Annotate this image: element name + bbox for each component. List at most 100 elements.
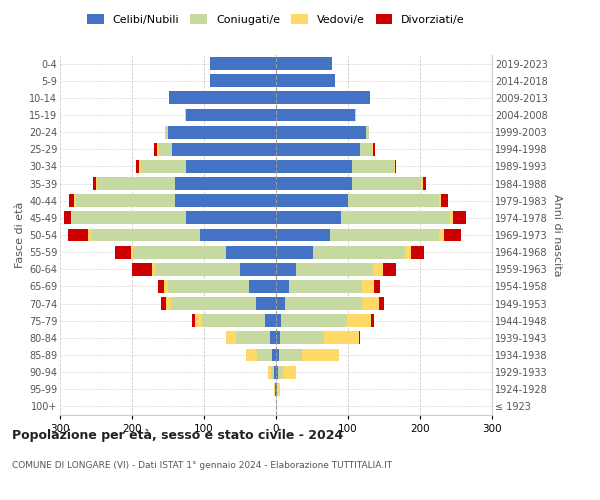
Bar bbox=[412, 246, 424, 258]
Bar bbox=[445, 228, 461, 241]
Y-axis label: Fasce di età: Fasce di età bbox=[14, 202, 25, 268]
Bar bbox=[88, 228, 91, 241]
Bar bbox=[379, 297, 384, 310]
Bar bbox=[441, 194, 448, 207]
Bar bbox=[185, 108, 186, 122]
Bar bbox=[210, 57, 276, 70]
Bar bbox=[341, 212, 450, 224]
Bar bbox=[226, 332, 236, 344]
Bar bbox=[421, 177, 423, 190]
Bar bbox=[274, 383, 275, 396]
Bar bbox=[276, 194, 348, 207]
Bar bbox=[70, 194, 74, 207]
Bar bbox=[276, 280, 289, 293]
Bar bbox=[296, 263, 373, 276]
Bar bbox=[172, 143, 276, 156]
Bar bbox=[439, 194, 441, 207]
Bar bbox=[280, 332, 324, 344]
Bar bbox=[276, 332, 280, 344]
Bar bbox=[158, 143, 172, 156]
Bar bbox=[275, 383, 276, 396]
Bar bbox=[276, 228, 330, 241]
Bar bbox=[423, 177, 426, 190]
Bar bbox=[276, 212, 341, 224]
Bar bbox=[96, 177, 97, 190]
Bar bbox=[196, 314, 202, 327]
Bar bbox=[276, 160, 352, 173]
Bar bbox=[276, 263, 296, 276]
Bar bbox=[202, 314, 265, 327]
Bar bbox=[371, 314, 374, 327]
Text: Popolazione per età, sesso e stato civile - 2024: Popolazione per età, sesso e stato civil… bbox=[12, 430, 343, 442]
Bar bbox=[276, 314, 281, 327]
Bar bbox=[268, 366, 271, 378]
Bar bbox=[276, 246, 313, 258]
Bar bbox=[247, 348, 257, 362]
Bar bbox=[383, 263, 395, 276]
Bar bbox=[272, 348, 276, 362]
Bar bbox=[186, 108, 276, 122]
Bar bbox=[276, 57, 332, 70]
Bar bbox=[168, 126, 276, 138]
Bar bbox=[395, 160, 396, 173]
Bar bbox=[355, 108, 356, 122]
Bar bbox=[97, 177, 175, 190]
Bar bbox=[439, 228, 445, 241]
Bar bbox=[265, 314, 276, 327]
Bar bbox=[154, 143, 157, 156]
Bar bbox=[373, 143, 374, 156]
Bar bbox=[210, 74, 276, 87]
Bar bbox=[450, 212, 453, 224]
Bar bbox=[256, 297, 276, 310]
Bar bbox=[64, 212, 71, 224]
Bar bbox=[286, 297, 362, 310]
Bar bbox=[276, 177, 352, 190]
Bar bbox=[276, 108, 355, 122]
Bar bbox=[313, 246, 405, 258]
Bar bbox=[169, 92, 276, 104]
Bar bbox=[281, 314, 347, 327]
Bar bbox=[276, 143, 359, 156]
Bar bbox=[226, 246, 276, 258]
Bar bbox=[348, 194, 439, 207]
Bar bbox=[276, 92, 370, 104]
Bar bbox=[366, 126, 369, 138]
Bar bbox=[394, 160, 395, 173]
Bar bbox=[373, 263, 383, 276]
Bar bbox=[168, 280, 248, 293]
Bar bbox=[192, 314, 196, 327]
Bar bbox=[352, 177, 421, 190]
Bar bbox=[165, 126, 168, 138]
Bar bbox=[157, 143, 158, 156]
Bar bbox=[359, 143, 373, 156]
Bar bbox=[132, 263, 152, 276]
Bar bbox=[274, 366, 276, 378]
Bar bbox=[374, 280, 380, 293]
Bar bbox=[161, 297, 166, 310]
Bar bbox=[71, 212, 72, 224]
Bar bbox=[171, 297, 256, 310]
Bar bbox=[74, 194, 76, 207]
Bar bbox=[352, 160, 394, 173]
Bar bbox=[91, 228, 200, 241]
Bar bbox=[140, 160, 186, 173]
Bar bbox=[276, 366, 278, 378]
Bar bbox=[248, 280, 276, 293]
Bar bbox=[276, 348, 279, 362]
Bar bbox=[131, 246, 133, 258]
Bar bbox=[277, 383, 280, 396]
Bar bbox=[93, 177, 96, 190]
Bar bbox=[362, 297, 379, 310]
Bar bbox=[133, 246, 226, 258]
Bar bbox=[453, 212, 466, 224]
Bar bbox=[279, 348, 302, 362]
Bar bbox=[186, 160, 276, 173]
Bar bbox=[324, 332, 359, 344]
Bar bbox=[276, 74, 335, 87]
Bar bbox=[270, 332, 276, 344]
Bar bbox=[175, 177, 276, 190]
Bar bbox=[166, 297, 171, 310]
Bar bbox=[330, 228, 439, 241]
Bar bbox=[152, 263, 155, 276]
Bar bbox=[276, 383, 277, 396]
